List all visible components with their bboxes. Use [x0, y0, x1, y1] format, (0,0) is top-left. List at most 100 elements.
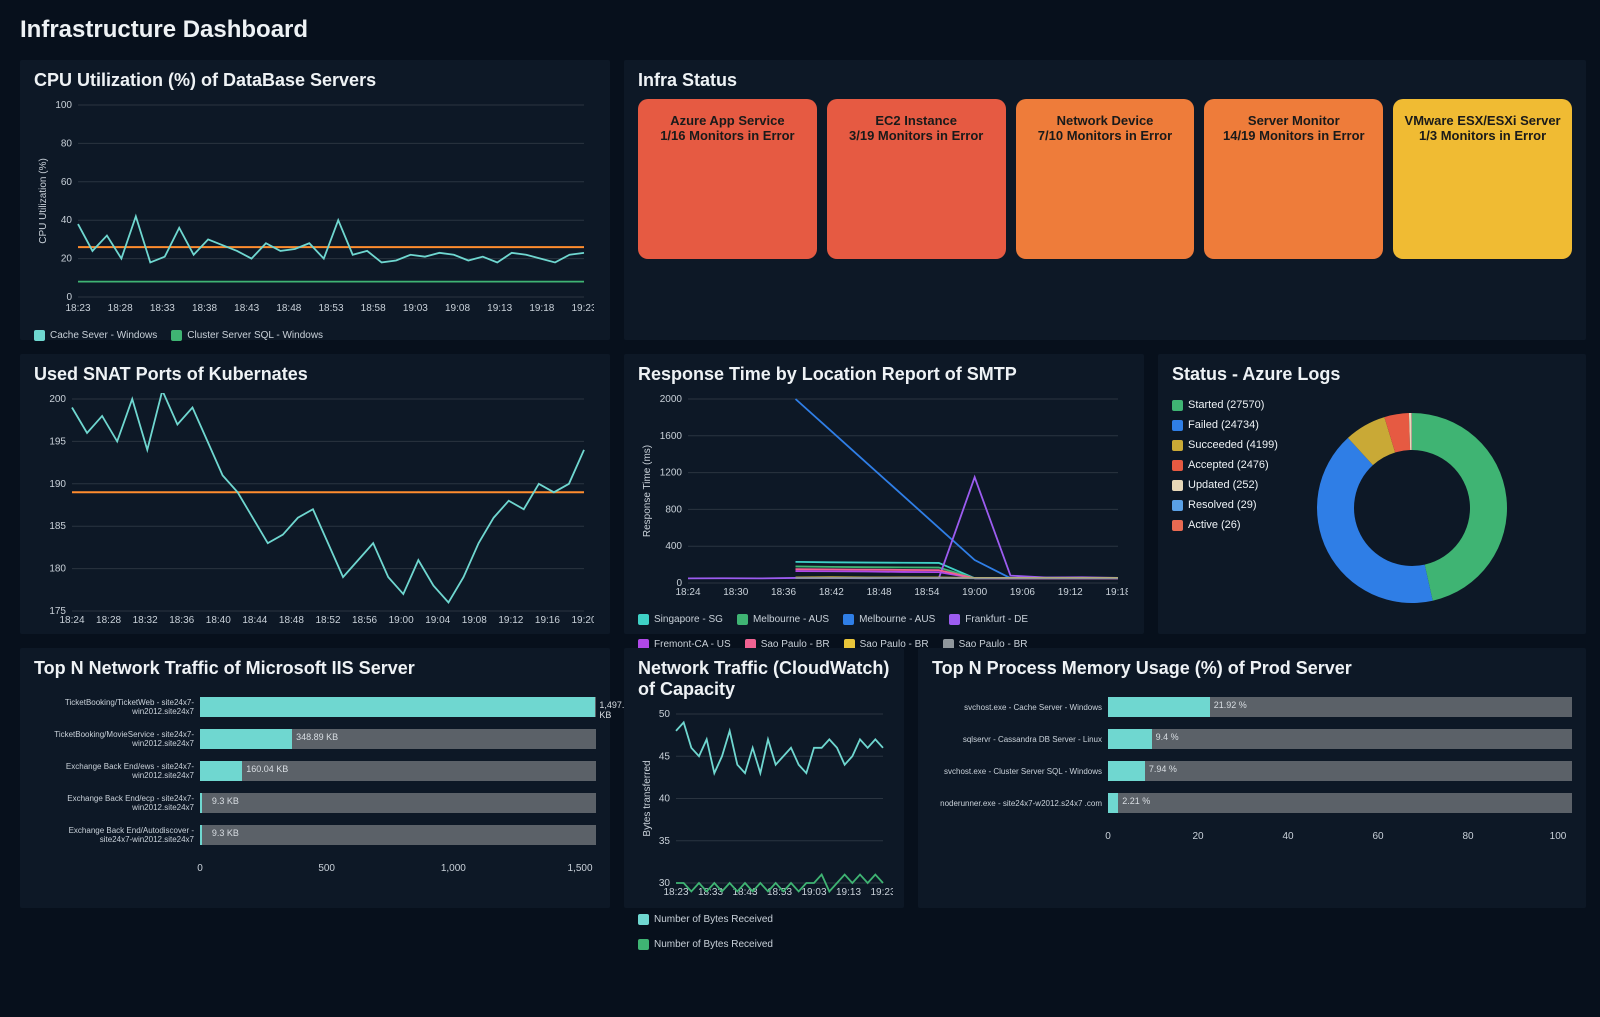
page-title: Infrastructure Dashboard: [20, 16, 1580, 44]
svg-text:19:08: 19:08: [462, 615, 487, 626]
svg-text:19:06: 19:06: [1010, 587, 1035, 598]
svg-text:80: 80: [1462, 831, 1474, 842]
svg-text:400: 400: [665, 541, 682, 552]
legend-item[interactable]: Frankfurt - DE: [949, 614, 1028, 625]
svg-text:18:53: 18:53: [318, 303, 343, 314]
legend-item[interactable]: Resolved (29): [1172, 499, 1278, 511]
status-card[interactable]: Server Monitor14/19 Monitors in Error: [1204, 99, 1383, 259]
legend-item[interactable]: Succeeded (4199): [1172, 439, 1278, 451]
donut-chart[interactable]: [1292, 393, 1532, 623]
svg-text:0: 0: [1105, 831, 1111, 842]
svg-text:18:48: 18:48: [276, 303, 301, 314]
svg-text:500: 500: [318, 863, 335, 874]
svg-text:185: 185: [49, 521, 66, 532]
status-card[interactable]: VMware ESX/ESXi Server1/3 Monitors in Er…: [1393, 99, 1572, 259]
svg-text:19:23: 19:23: [571, 303, 594, 314]
cloudwatch-panel: Network Traffic (CloudWatch) of Capacity…: [624, 648, 904, 908]
legend-item[interactable]: Accepted (2476): [1172, 459, 1278, 471]
svg-text:19:20: 19:20: [571, 615, 594, 626]
svg-text:45: 45: [659, 751, 671, 762]
svg-text:1600: 1600: [660, 431, 683, 442]
legend-item[interactable]: Singapore - SG: [638, 614, 723, 625]
legend-item[interactable]: Updated (252): [1172, 479, 1278, 491]
bar-row[interactable]: svchost.exe - Cache Server - Windows 21.…: [932, 697, 1572, 717]
bar-row[interactable]: noderunner.exe - site24x7-w2012.s24x7 .c…: [932, 793, 1572, 813]
svg-text:19:04: 19:04: [425, 615, 450, 626]
mem-title: Top N Process Memory Usage (%) of Prod S…: [932, 658, 1572, 679]
legend-item[interactable]: Cluster Server SQL - Windows: [171, 330, 323, 341]
svg-text:19:03: 19:03: [403, 303, 428, 314]
svg-text:19:13: 19:13: [487, 303, 512, 314]
donut-legend: Started (27570) Failed (24734) Succeeded (…: [1172, 399, 1278, 623]
bar-row[interactable]: TicketBooking/TicketWeb - site24x7-win20…: [34, 697, 596, 717]
svg-text:40: 40: [659, 794, 671, 805]
infra-status-panel: Infra Status Azure App Service1/16 Monit…: [624, 60, 1586, 340]
svg-text:19:18: 19:18: [1105, 587, 1128, 598]
azure-logs-title: Status - Azure Logs: [1172, 364, 1572, 385]
bar-row[interactable]: sqlservr - Cassandra DB Server - Linux 9…: [932, 729, 1572, 749]
svg-text:1,500: 1,500: [567, 863, 592, 874]
svg-text:190: 190: [49, 479, 66, 490]
svg-text:18:44: 18:44: [242, 615, 267, 626]
bar-row[interactable]: TicketBooking/MovieService - site24x7-wi…: [34, 729, 596, 749]
snat-title: Used SNAT Ports of Kubernates: [34, 364, 596, 385]
legend-item[interactable]: Melbourne - AUS: [843, 614, 935, 625]
svg-text:100: 100: [1550, 831, 1567, 842]
status-card[interactable]: Azure App Service1/16 Monitors in Error: [638, 99, 817, 259]
svg-text:Bytes transferred: Bytes transferred: [642, 760, 653, 836]
legend-item[interactable]: Failed (24734): [1172, 419, 1278, 431]
status-card[interactable]: EC2 Instance3/19 Monitors in Error: [827, 99, 1006, 259]
svg-text:2000: 2000: [660, 394, 683, 405]
legend-item[interactable]: Number of Bytes Received: [638, 939, 773, 950]
svg-text:18:56: 18:56: [352, 615, 377, 626]
response-panel: Response Time by Location Report of SMTP…: [624, 354, 1144, 634]
status-card[interactable]: Network Device7/10 Monitors in Error: [1016, 99, 1195, 259]
legend-item[interactable]: Started (27570): [1172, 399, 1278, 411]
snat-chart[interactable]: 17518018519019520018:2418:2818:3218:3618…: [34, 393, 594, 631]
svg-text:0: 0: [197, 863, 203, 874]
svg-text:18:24: 18:24: [675, 587, 700, 598]
svg-text:180: 180: [49, 564, 66, 575]
bar-row[interactable]: Exchange Back End/Autodiscover - site24x…: [34, 825, 596, 845]
iis-bars: TicketBooking/TicketWeb - site24x7-win20…: [34, 697, 596, 845]
cpu-chart[interactable]: 02040608010018:2318:2818:3318:3818:4318:…: [34, 99, 594, 319]
cpu-panel: CPU Utilization (%) of DataBase Servers …: [20, 60, 610, 340]
svg-text:19:16: 19:16: [535, 615, 560, 626]
legend-item[interactable]: Cache Sever - Windows: [34, 330, 157, 341]
svg-text:18:30: 18:30: [723, 587, 748, 598]
svg-text:19:12: 19:12: [1058, 587, 1083, 598]
svg-text:18:36: 18:36: [771, 587, 796, 598]
svg-text:CPU Utilization (%): CPU Utilization (%): [38, 158, 49, 244]
iis-panel: Top N Network Traffic of Microsoft IIS S…: [20, 648, 610, 908]
svg-text:19:12: 19:12: [498, 615, 523, 626]
response-chart[interactable]: 040080012001600200018:2418:3018:3618:421…: [638, 393, 1128, 603]
azure-logs-panel: Status - Azure Logs Started (27570) Faile…: [1158, 354, 1586, 634]
legend-item[interactable]: Active (26): [1172, 519, 1278, 531]
bar-row[interactable]: Exchange Back End/ecp - site24x7-win2012…: [34, 793, 596, 813]
svg-text:100: 100: [55, 100, 72, 111]
svg-text:40: 40: [61, 215, 73, 226]
svg-text:18:48: 18:48: [867, 587, 892, 598]
svg-text:18:38: 18:38: [192, 303, 217, 314]
legend-item[interactable]: Number of Bytes Received: [638, 914, 773, 925]
infra-status-title: Infra Status: [638, 70, 1572, 91]
svg-text:18:33: 18:33: [150, 303, 175, 314]
svg-text:35: 35: [659, 836, 671, 847]
iis-axis: 0 500 1,000 1,500: [34, 857, 594, 877]
svg-text:18:43: 18:43: [234, 303, 259, 314]
svg-text:18:24: 18:24: [59, 615, 84, 626]
svg-text:Response Time (ms): Response Time (ms): [642, 445, 653, 537]
svg-text:18:23: 18:23: [65, 303, 90, 314]
cloudwatch-title: Network Traffic (CloudWatch) of Capacity: [638, 658, 890, 700]
response-legend: Singapore - SG Melbourne - AUS Melbourne -…: [638, 614, 1130, 650]
response-title: Response Time by Location Report of SMTP: [638, 364, 1130, 385]
legend-item[interactable]: Melbourne - AUS: [737, 614, 829, 625]
svg-text:18:48: 18:48: [279, 615, 304, 626]
snat-panel: Used SNAT Ports of Kubernates 1751801851…: [20, 354, 610, 634]
cloudwatch-chart[interactable]: 303540455018:2318:3318:4318:5319:0319:13…: [638, 708, 893, 903]
svg-text:20: 20: [1192, 831, 1204, 842]
svg-text:0: 0: [66, 292, 72, 303]
svg-text:1,000: 1,000: [441, 863, 466, 874]
bar-row[interactable]: Exchange Back End/ews - site24x7-win2012…: [34, 761, 596, 781]
bar-row[interactable]: svchost.exe - Cluster Server SQL - Windo…: [932, 761, 1572, 781]
